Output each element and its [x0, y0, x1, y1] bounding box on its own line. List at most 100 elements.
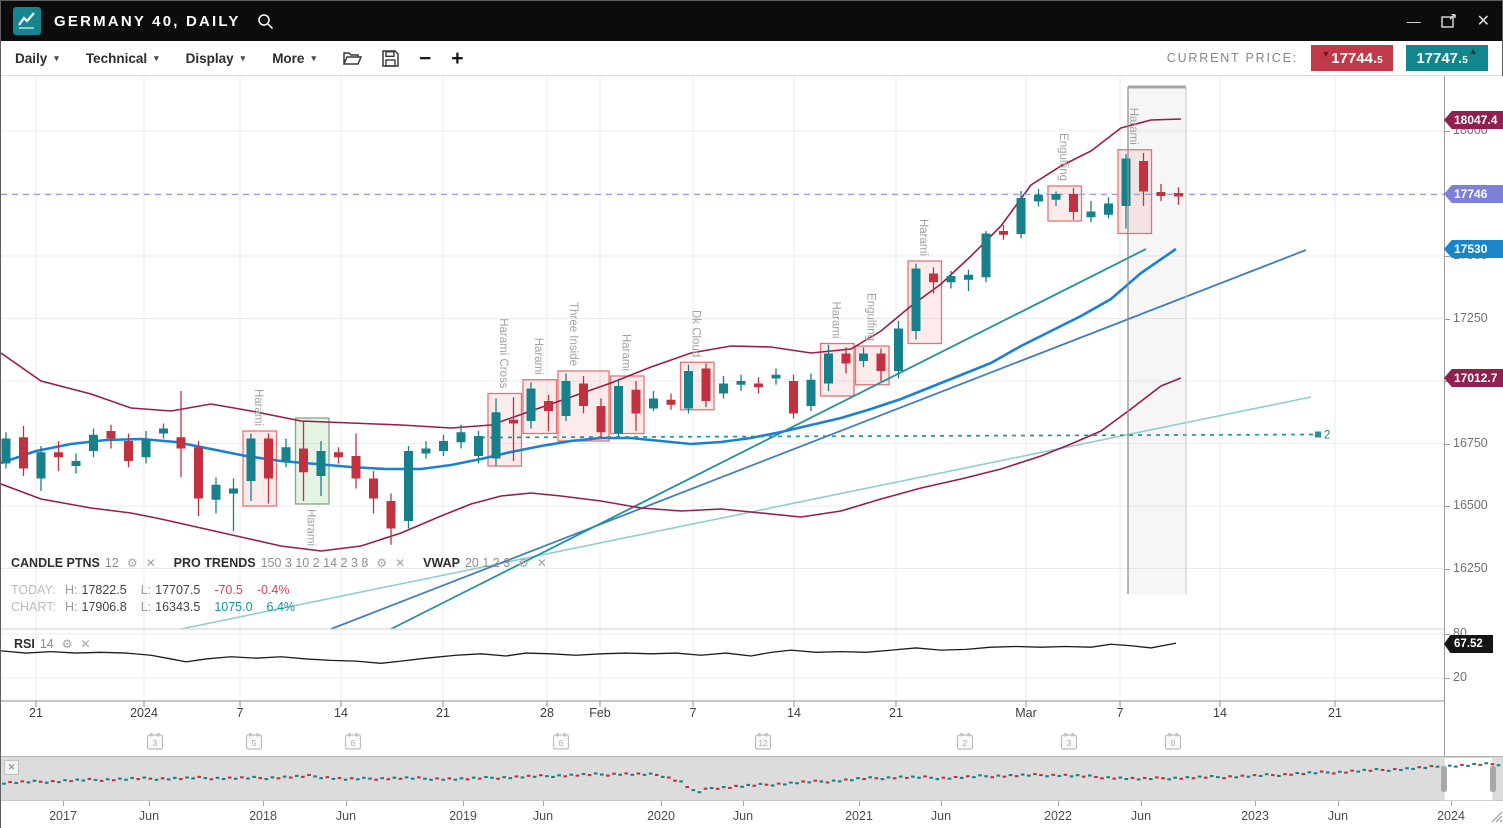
candle[interactable] — [211, 477, 221, 514]
candle[interactable] — [509, 397, 518, 461]
candle[interactable] — [369, 471, 378, 514]
candle[interactable] — [736, 374, 746, 391]
sell-price-badge[interactable]: ▼ 17744. 5 — [1311, 45, 1393, 71]
candle[interactable] — [1121, 154, 1131, 229]
candle[interactable] — [106, 424, 116, 449]
candle[interactable] — [561, 373, 571, 422]
candle[interactable] — [754, 377, 763, 394]
candle[interactable] — [54, 441, 63, 471]
resize-grip-icon[interactable] — [1491, 810, 1503, 828]
candle[interactable] — [421, 441, 431, 459]
calendar-icon[interactable]: 6 — [1164, 733, 1182, 750]
candle[interactable] — [999, 224, 1008, 240]
minimize-button[interactable]: — — [1406, 13, 1421, 29]
candle[interactable] — [316, 441, 326, 496]
candle[interactable] — [649, 391, 658, 411]
gear-icon[interactable]: ⚙ — [126, 556, 138, 570]
candle[interactable] — [1069, 188, 1078, 220]
close-button[interactable]: ✕ — [1476, 13, 1490, 30]
calendar-icon[interactable]: 3 — [146, 733, 164, 750]
candle[interactable] — [159, 423, 168, 439]
candle[interactable] — [964, 269, 973, 291]
close-icon[interactable]: ✕ — [80, 637, 91, 651]
candle[interactable] — [141, 431, 151, 464]
candle[interactable] — [719, 376, 728, 399]
candle[interactable] — [439, 434, 448, 456]
candle[interactable] — [246, 433, 256, 502]
close-icon[interactable]: ✕ — [536, 556, 547, 570]
candle[interactable] — [824, 344, 833, 391]
candle[interactable] — [946, 271, 956, 289]
navigator-handle[interactable] — [1441, 766, 1447, 792]
candle[interactable] — [596, 398, 606, 439]
candle[interactable] — [1034, 189, 1043, 207]
search-icon[interactable] — [257, 13, 274, 30]
candle[interactable] — [229, 478, 238, 532]
candle[interactable] — [876, 348, 886, 382]
candle[interactable] — [614, 378, 623, 438]
calendar-icon[interactable]: 12 — [754, 733, 772, 750]
candle[interactable] — [859, 347, 868, 368]
candle[interactable] — [789, 374, 798, 419]
candle[interactable] — [544, 394, 553, 431]
menu-timeframe[interactable]: Daily ▾ — [15, 50, 59, 66]
candle[interactable] — [194, 441, 203, 516]
navigator-selection[interactable] — [1443, 757, 1494, 801]
candle[interactable] — [89, 428, 98, 458]
calendar-icon[interactable]: 6 — [552, 733, 570, 750]
candle[interactable] — [404, 446, 413, 529]
gear-icon[interactable]: ⚙ — [518, 556, 529, 570]
calendar-icon[interactable]: 2 — [956, 733, 974, 750]
candle[interactable] — [19, 426, 28, 476]
candle[interactable] — [491, 398, 501, 467]
candle[interactable] — [474, 431, 483, 464]
candle[interactable] — [1174, 187, 1183, 205]
menu-more[interactable]: More ▾ — [272, 50, 316, 66]
open-folder-icon[interactable] — [342, 50, 362, 66]
candle[interactable] — [684, 364, 693, 414]
candle[interactable] — [701, 363, 711, 408]
candle[interactable] — [1156, 184, 1166, 201]
menu-technical[interactable]: Technical ▾ — [85, 50, 159, 66]
candle[interactable] — [281, 438, 291, 468]
navigator-handle[interactable] — [1490, 766, 1496, 792]
close-icon[interactable]: ✕ — [395, 556, 406, 570]
gear-icon[interactable]: ⚙ — [61, 637, 73, 651]
candle[interactable] — [36, 446, 46, 491]
candle[interactable] — [1, 432, 11, 469]
timeline-navigator[interactable]: ✕ — [1, 756, 1503, 801]
zoom-out-button[interactable]: − — [418, 46, 432, 70]
calendar-icon[interactable]: 3 — [1060, 733, 1078, 750]
calendar-icon[interactable]: 5 — [245, 733, 263, 750]
candle[interactable] — [334, 447, 343, 464]
candle[interactable] — [71, 453, 81, 474]
candle[interactable] — [124, 433, 133, 468]
candle[interactable] — [386, 493, 396, 545]
candle[interactable] — [176, 391, 186, 478]
candle[interactable] — [1104, 197, 1113, 219]
candle[interactable] — [666, 393, 676, 410]
candle[interactable] — [526, 382, 536, 429]
close-icon[interactable]: ✕ — [145, 556, 156, 570]
candle[interactable] — [1016, 191, 1026, 239]
menu-display[interactable]: Display ▾ — [185, 50, 246, 66]
chart-area[interactable]: 2 Harami Harami Harami Cross Harami Three Ins… — [1, 76, 1503, 756]
navigator-close-button[interactable]: ✕ — [4, 760, 19, 775]
candle[interactable] — [981, 231, 991, 283]
buy-price-badge[interactable]: 17747. 5 ▲ — [1406, 45, 1488, 71]
gear-icon[interactable]: ⚙ — [376, 556, 388, 570]
candle[interactable] — [1139, 153, 1148, 206]
candle[interactable] — [841, 347, 851, 374]
candle[interactable] — [631, 381, 641, 431]
price-axis[interactable]: 1800017750175001725017000167501650016250… — [1444, 76, 1503, 756]
candle[interactable] — [1086, 201, 1096, 223]
calendar-icon[interactable]: 6 — [344, 733, 362, 750]
candle[interactable] — [894, 321, 903, 379]
zoom-in-button[interactable]: + — [451, 46, 464, 70]
candle[interactable] — [351, 433, 361, 489]
candle[interactable] — [929, 267, 938, 294]
candle[interactable] — [806, 373, 816, 412]
candle[interactable] — [299, 421, 308, 501]
candle[interactable] — [911, 263, 921, 340]
candle[interactable] — [579, 376, 588, 414]
